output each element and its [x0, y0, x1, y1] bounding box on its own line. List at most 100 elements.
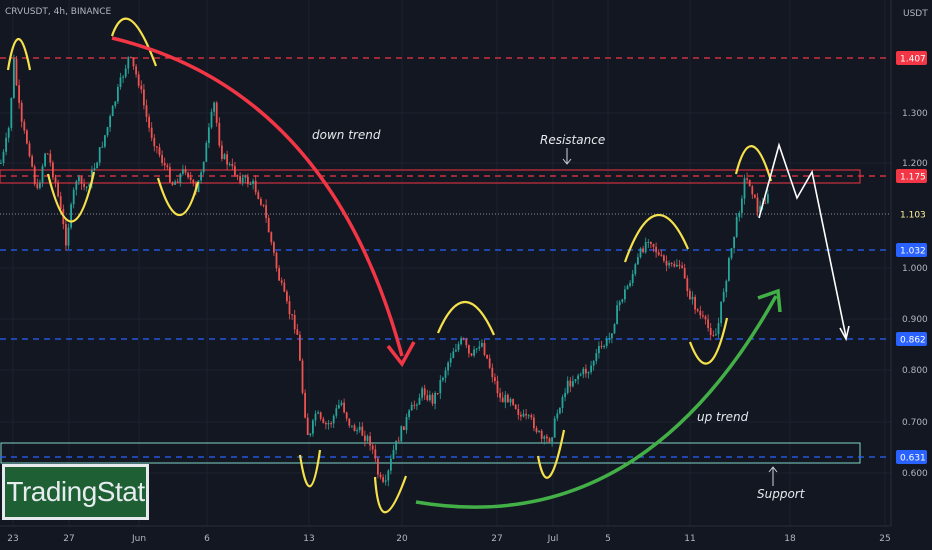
time-tick-label: Jul	[547, 534, 559, 544]
candle-body	[221, 145, 223, 159]
support-zone-box	[0, 442, 861, 464]
candle-body	[59, 196, 62, 210]
candle-body	[353, 425, 356, 432]
candle-body	[496, 381, 499, 394]
candle-body	[520, 414, 522, 417]
candle-body	[96, 162, 98, 169]
candle-body	[525, 413, 527, 416]
candle-body	[707, 319, 709, 329]
candle-body	[507, 394, 509, 403]
candle-body	[13, 58, 15, 98]
candle-body	[686, 278, 689, 291]
candle-body	[130, 56, 132, 58]
candle-body	[57, 182, 59, 197]
price-tick-labels: 1.300 1.200 1.000 0.900 0.800 0.700 0.600	[902, 109, 928, 479]
time-tick-label: Jun	[131, 534, 146, 544]
candle-body	[226, 154, 228, 165]
candle-body	[106, 127, 109, 136]
candle-body	[488, 358, 491, 368]
candle-body	[153, 137, 156, 147]
candle-body	[330, 423, 332, 425]
candle-body	[145, 105, 148, 117]
candle-body	[735, 217, 738, 237]
candle-body	[184, 169, 187, 173]
price-tick-label: 1.200	[902, 159, 928, 169]
down-trend-arrow-head	[386, 341, 416, 368]
candle-body	[98, 147, 101, 163]
price-badge-label: 1.032	[900, 247, 926, 257]
price-level-labels: 1.407 1.175 1.103 1.032 0.862 0.631	[896, 51, 927, 464]
candle-body	[390, 458, 392, 471]
candle-body	[483, 343, 486, 355]
candle-body	[374, 449, 377, 459]
candle-body	[67, 227, 70, 246]
price-scale[interactable]: USDT 1.300 1.200 1.000 0.900 0.800 0.700 0.600…	[890, 0, 932, 550]
candle-body	[267, 218, 270, 233]
candle-body	[39, 182, 41, 189]
candle-body	[663, 255, 665, 261]
candle-body	[382, 477, 384, 482]
candle-body	[150, 127, 153, 138]
candle-body	[262, 204, 265, 206]
candle-body	[340, 402, 343, 405]
projection-arrow-head	[839, 325, 850, 342]
candle-body	[10, 97, 13, 129]
candle-body	[572, 381, 574, 387]
candle-body	[720, 301, 722, 324]
price-badge-1-175	[896, 169, 927, 183]
candle-body	[364, 435, 366, 441]
candle-body	[730, 248, 733, 259]
time-axis[interactable]: 23 27 Jun 6 13 20 27 Jul 5 11 18 25	[0, 525, 932, 550]
candle-body	[405, 416, 408, 431]
candle-body	[535, 428, 538, 432]
symbol-title: CRVUSDT, 4h, BINANCE	[5, 7, 112, 17]
candle-body	[78, 176, 80, 182]
support-label: Support	[757, 487, 806, 501]
support-zone	[0, 442, 861, 464]
candle-body	[280, 280, 283, 283]
candle-body	[88, 184, 91, 187]
wave-trough	[156, 177, 200, 216]
candle-body	[293, 314, 296, 330]
candle-body	[538, 430, 540, 432]
candle-body	[585, 368, 587, 374]
price-tick-label: 1.000	[902, 264, 928, 274]
candle-body	[104, 135, 106, 147]
support-pointer-head	[768, 466, 778, 473]
candle-body	[486, 354, 488, 359]
candle-body	[54, 177, 57, 183]
candle-body	[304, 392, 306, 418]
up-trend-arrow-head	[757, 288, 782, 313]
candle-body	[759, 205, 761, 213]
candle-body	[299, 334, 301, 361]
label-pointers	[562, 148, 778, 486]
resistance-label: Resistance	[540, 133, 605, 147]
horizontal-levels	[0, 57, 891, 458]
grid	[0, 0, 891, 526]
down-trend-label: down trend	[312, 128, 381, 142]
candle-body	[156, 146, 158, 148]
candle-body	[746, 178, 748, 180]
candle-body	[20, 102, 23, 122]
candle-body	[756, 197, 759, 213]
candle-body	[200, 172, 202, 181]
candle-body	[387, 470, 390, 481]
candle-body	[728, 258, 730, 281]
candle-body	[249, 183, 252, 185]
candle-body	[197, 180, 200, 192]
candle-body	[702, 315, 704, 317]
candle-body	[312, 420, 314, 434]
wave-trough	[536, 429, 566, 479]
candle-body	[608, 338, 611, 340]
candle-body	[36, 184, 39, 189]
candle-body	[655, 246, 657, 253]
up-trend-label: up trend	[697, 410, 749, 424]
candle-body	[317, 412, 319, 414]
wave-peak	[734, 145, 773, 182]
candlestick-series	[0, 54, 769, 487]
time-tick-label: 20	[396, 534, 408, 544]
candle-body	[351, 425, 353, 427]
candle-body	[397, 440, 400, 442]
candle-body	[265, 205, 267, 219]
